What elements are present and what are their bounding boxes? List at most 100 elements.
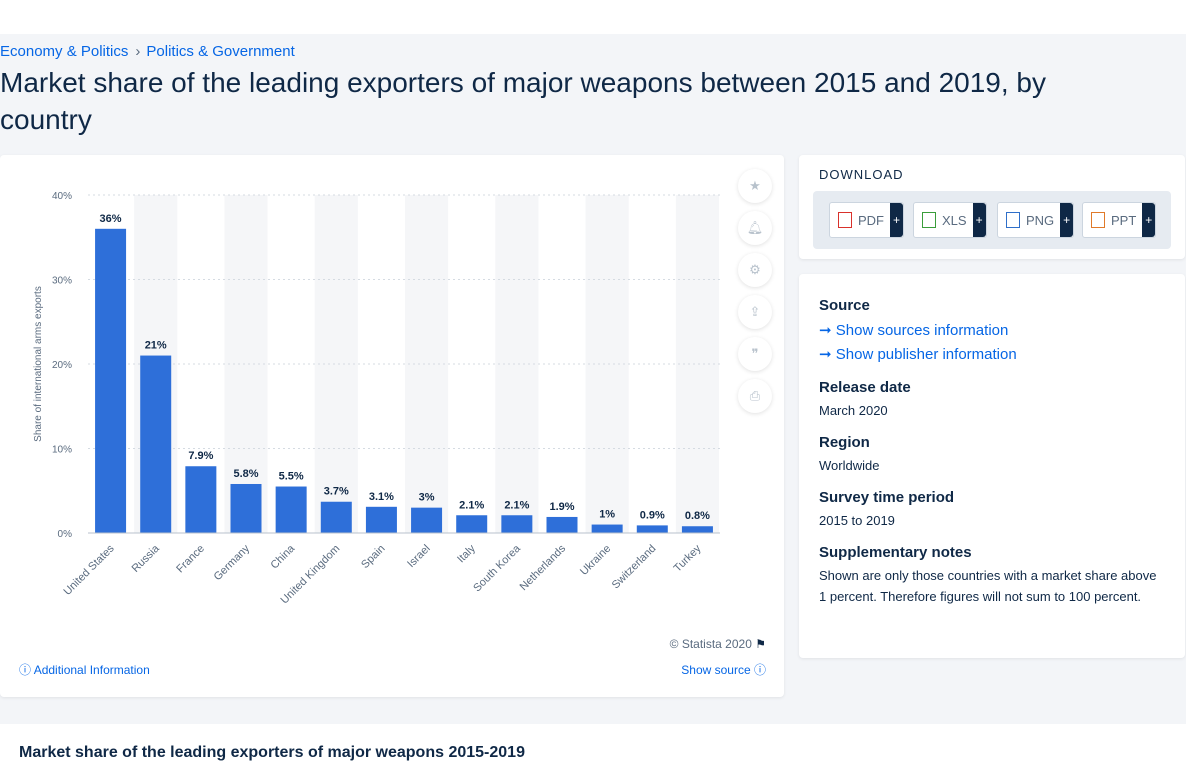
- data-label: 5.8%: [233, 468, 258, 480]
- additional-information-link[interactable]: ⓘ Additional Information: [19, 661, 150, 678]
- bar-turkey: [681, 526, 713, 533]
- show-publisher-link[interactable]: ➞ Show publisher information: [819, 345, 1017, 363]
- bar-russia: [140, 355, 172, 533]
- bell-icon[interactable]: 🔔︎: [738, 211, 772, 245]
- info-icon: ⓘ: [19, 663, 32, 677]
- column-stripe: [675, 195, 719, 533]
- download-png-button[interactable]: PNG +: [997, 202, 1075, 238]
- plus-icon: +: [972, 203, 986, 237]
- xls-icon: [922, 212, 936, 228]
- x-tick-label: South Korea: [471, 542, 523, 594]
- ppt-icon: [1091, 212, 1105, 228]
- bar-spain: [365, 506, 397, 533]
- x-tick-label: Switzerland: [610, 543, 659, 592]
- release-date-value: March 2020: [819, 403, 888, 418]
- print-icon[interactable]: ⎙: [738, 379, 772, 413]
- x-tick-label: Russia: [130, 542, 163, 575]
- bar-ukraine: [591, 524, 623, 533]
- x-tick-label: France: [174, 543, 207, 576]
- data-label: 3.7%: [324, 486, 349, 498]
- png-icon: [1006, 212, 1020, 228]
- y-tick-label: 10%: [52, 445, 72, 456]
- x-tick-label: United States: [62, 542, 118, 598]
- bar-germany: [230, 483, 262, 533]
- x-tick-label: Italy: [455, 542, 478, 565]
- data-label: 5.5%: [279, 471, 304, 483]
- download-card: DOWNLOAD PDF + XLS + PNG + PPT +: [799, 155, 1185, 259]
- show-source-label: Show source: [681, 663, 751, 677]
- data-label: 1.9%: [549, 501, 574, 513]
- bar-china: [275, 486, 307, 533]
- info-icon: ⓘ: [753, 663, 766, 677]
- x-tick-label: China: [268, 542, 297, 571]
- bar-netherlands: [546, 516, 578, 533]
- x-tick-label: Germany: [212, 542, 253, 583]
- plus-icon: +: [1060, 203, 1074, 237]
- data-label: 3.1%: [369, 491, 394, 503]
- copyright: © Statista 2020 ⚑: [670, 637, 766, 651]
- show-source-link[interactable]: Show source ⓘ: [681, 661, 766, 678]
- column-stripe: [495, 195, 539, 533]
- bar-united-kingdom: [320, 501, 352, 533]
- download-ppt-button[interactable]: PPT +: [1082, 202, 1157, 238]
- data-label: 0.8%: [685, 510, 710, 522]
- top-bar: [0, 0, 1186, 34]
- data-label: 21%: [145, 340, 167, 352]
- additional-information-label: Additional Information: [33, 663, 150, 677]
- chevron-right-icon: ›: [135, 43, 141, 60]
- source-heading: Source: [819, 297, 870, 314]
- arrow-right-icon: ➞: [819, 322, 832, 339]
- survey-period-value: 2015 to 2019: [819, 513, 895, 528]
- flag-icon[interactable]: ⚑: [755, 637, 766, 651]
- chart-tools: ★ 🔔︎ ⚙ ⇪ ❞ ⎙: [738, 169, 772, 421]
- download-xls-button[interactable]: XLS +: [913, 202, 987, 238]
- x-tick-label: Israel: [405, 543, 433, 571]
- x-tick-label: Spain: [359, 543, 387, 571]
- region-value: Worldwide: [819, 458, 880, 473]
- supplementary-notes-heading: Supplementary notes: [819, 544, 972, 561]
- plus-icon: +: [890, 203, 903, 237]
- bar-israel: [411, 507, 443, 533]
- survey-period-heading: Survey time period: [819, 489, 955, 506]
- column-stripe: [585, 195, 629, 533]
- show-publisher-label: Show publisher information: [835, 346, 1017, 363]
- download-pdf-button[interactable]: PDF +: [829, 202, 904, 238]
- chart-card: 0% 10% 20% 30% 40% Share of international arm…: [0, 155, 784, 697]
- data-label: 36%: [100, 213, 122, 225]
- page-title: Market share of the leading exporters of…: [0, 67, 1046, 135]
- ppt-label: PPT: [1111, 212, 1137, 228]
- supplementary-notes-value: Shown are only those countries with a ma…: [819, 568, 1157, 604]
- bar-south-korea: [501, 515, 533, 533]
- breadcrumb-economy-politics[interactable]: Economy & Politics: [0, 43, 129, 60]
- data-label: 3%: [419, 492, 435, 504]
- y-axis-label: Share of international arms exports: [33, 286, 44, 442]
- plus-icon: +: [1142, 203, 1156, 237]
- show-sources-label: Show sources information: [835, 322, 1009, 339]
- bottom-card: Market share of the leading exporters of…: [0, 724, 1186, 764]
- show-sources-link[interactable]: ➞ Show sources information: [819, 321, 1008, 339]
- data-label: 2.1%: [504, 499, 529, 511]
- share-icon[interactable]: ⇪: [738, 295, 772, 329]
- bar-chart: 0% 10% 20% 30% 40% Share of international arm…: [33, 191, 720, 606]
- info-card: Source ➞ Show sources information ➞ Show…: [799, 274, 1185, 658]
- column-stripe: [405, 195, 449, 533]
- star-icon[interactable]: ★: [738, 169, 772, 203]
- x-tick-label: Ukraine: [578, 543, 613, 578]
- bar-italy: [456, 515, 488, 533]
- y-tick-label: 30%: [52, 276, 72, 287]
- breadcrumb-politics-government[interactable]: Politics & Government: [146, 43, 295, 60]
- release-date-heading: Release date: [819, 379, 911, 396]
- data-label: 0.9%: [640, 509, 665, 521]
- breadcrumb: Economy & Politics › Politics & Government: [0, 43, 295, 60]
- bar-united-states: [95, 228, 127, 534]
- quote-icon[interactable]: ❞: [738, 337, 772, 371]
- region-heading: Region: [819, 434, 870, 451]
- pdf-icon: [838, 212, 852, 228]
- xls-label: XLS: [942, 212, 967, 228]
- data-label: 2.1%: [459, 499, 484, 511]
- x-tick-label: Netherlands: [518, 542, 569, 593]
- pdf-label: PDF: [858, 212, 884, 228]
- x-tick-label: Turkey: [672, 542, 704, 574]
- gear-icon[interactable]: ⚙: [738, 253, 772, 287]
- bar-switzerland: [636, 525, 668, 533]
